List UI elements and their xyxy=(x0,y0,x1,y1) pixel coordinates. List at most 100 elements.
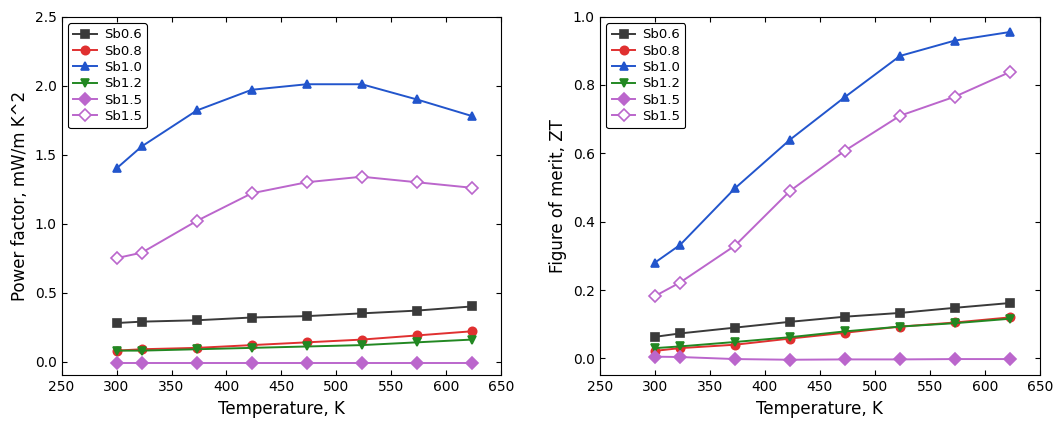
Sb1.5 xyxy=(135,360,148,366)
Sb0.6 xyxy=(894,310,907,315)
Sb0.8 xyxy=(949,320,962,325)
Legend: Sb0.6, Sb0.8, Sb1.0, Sb1.2, Sb1.5, Sb1.5: Sb0.6, Sb0.8, Sb1.0, Sb1.2, Sb1.5, Sb1.5 xyxy=(606,23,685,128)
Sb1.5 xyxy=(465,360,478,366)
Line: Sb1.5: Sb1.5 xyxy=(650,68,1014,300)
Line: Sb0.8: Sb0.8 xyxy=(650,313,1014,355)
Sb0.8 xyxy=(355,337,368,342)
Sb1.0 xyxy=(674,242,686,248)
Legend: Sb0.6, Sb0.8, Sb1.0, Sb1.2, Sb1.5, Sb1.5: Sb0.6, Sb0.8, Sb1.0, Sb1.2, Sb1.5, Sb1.5 xyxy=(68,23,147,128)
Sb1.5 xyxy=(1003,356,1016,362)
Sb1.0 xyxy=(135,144,148,149)
Sb1.2 xyxy=(111,348,123,353)
Sb1.0 xyxy=(1003,30,1016,35)
Sb1.5 xyxy=(135,250,148,255)
Sb0.8 xyxy=(674,345,686,350)
Sb0.8 xyxy=(246,342,259,347)
Sb1.0 xyxy=(246,87,259,92)
Sb0.6 xyxy=(729,325,742,330)
Sb0.6 xyxy=(111,320,123,326)
Sb1.5 xyxy=(190,360,203,366)
Sb0.6 xyxy=(300,314,313,319)
Sb1.2 xyxy=(190,347,203,352)
Sb1.2 xyxy=(300,344,313,349)
Line: Sb1.5: Sb1.5 xyxy=(113,172,476,262)
Sb1.0 xyxy=(838,94,851,100)
Sb0.8 xyxy=(300,340,313,345)
Y-axis label: Power factor, mW/m K^2: Power factor, mW/m K^2 xyxy=(11,91,29,301)
Sb1.2 xyxy=(784,335,797,340)
Sb1.5 xyxy=(949,356,962,362)
Sb0.8 xyxy=(1003,315,1016,320)
Sb1.0 xyxy=(111,166,123,171)
Sb0.8 xyxy=(729,342,742,347)
Line: Sb1.5: Sb1.5 xyxy=(113,359,476,367)
Sb1.5 xyxy=(784,357,797,363)
Sb0.6 xyxy=(838,314,851,319)
Sb0.8 xyxy=(784,336,797,341)
Sb1.0 xyxy=(190,108,203,113)
Sb1.2 xyxy=(465,337,478,342)
Sb1.5 xyxy=(355,360,368,366)
Sb1.5 xyxy=(648,293,661,299)
Sb1.5 xyxy=(465,185,478,190)
Sb1.0 xyxy=(648,260,661,265)
Sb1.5 xyxy=(838,148,851,153)
Line: Sb1.2: Sb1.2 xyxy=(650,314,1014,352)
Sb1.5 xyxy=(111,256,123,261)
Sb1.5 xyxy=(190,218,203,224)
Line: Sb1.5: Sb1.5 xyxy=(650,353,1014,364)
Y-axis label: Figure of merit, ZT: Figure of merit, ZT xyxy=(549,119,567,273)
Sb0.6 xyxy=(190,318,203,323)
X-axis label: Temperature, K: Temperature, K xyxy=(218,400,345,418)
Sb0.8 xyxy=(190,345,203,350)
Sb1.5 xyxy=(111,360,123,366)
Sb0.8 xyxy=(111,348,123,353)
Sb0.6 xyxy=(648,334,661,339)
Sb1.2 xyxy=(135,348,148,353)
Sb1.5 xyxy=(300,360,313,366)
Sb0.6 xyxy=(411,308,423,313)
Sb1.5 xyxy=(246,191,259,196)
Sb1.5 xyxy=(729,356,742,362)
Sb0.8 xyxy=(411,333,423,338)
Sb1.5 xyxy=(674,280,686,285)
Sb1.0 xyxy=(784,137,797,142)
Sb0.6 xyxy=(1003,300,1016,305)
Sb0.8 xyxy=(465,329,478,334)
Line: Sb0.8: Sb0.8 xyxy=(113,327,476,355)
Sb1.0 xyxy=(355,82,368,87)
Sb1.5 xyxy=(894,357,907,362)
Sb0.6 xyxy=(246,315,259,320)
Sb1.0 xyxy=(411,97,423,102)
Sb1.2 xyxy=(894,324,907,329)
Line: Sb1.2: Sb1.2 xyxy=(113,335,476,355)
Sb0.6 xyxy=(674,331,686,336)
Sb1.2 xyxy=(648,345,661,350)
Sb1.5 xyxy=(784,188,797,193)
Sb1.5 xyxy=(355,174,368,179)
Sb0.8 xyxy=(648,348,661,353)
Sb1.5 xyxy=(729,243,742,248)
Sb1.2 xyxy=(411,340,423,345)
Sb1.2 xyxy=(246,345,259,350)
Sb1.5 xyxy=(411,180,423,185)
Sb0.6 xyxy=(135,319,148,324)
Sb1.0 xyxy=(300,82,313,87)
Sb0.6 xyxy=(355,311,368,316)
Line: Sb1.0: Sb1.0 xyxy=(650,28,1014,267)
X-axis label: Temperature, K: Temperature, K xyxy=(757,400,883,418)
Sb1.5 xyxy=(300,180,313,185)
Line: Sb0.6: Sb0.6 xyxy=(113,302,476,327)
Sb1.2 xyxy=(674,344,686,349)
Sb1.0 xyxy=(949,38,962,43)
Sb1.2 xyxy=(1003,316,1016,321)
Sb1.5 xyxy=(674,354,686,360)
Sb0.6 xyxy=(465,304,478,309)
Sb0.8 xyxy=(135,347,148,352)
Sb1.2 xyxy=(838,329,851,334)
Sb0.6 xyxy=(949,305,962,310)
Sb1.2 xyxy=(729,339,742,344)
Sb1.0 xyxy=(465,113,478,118)
Sb1.2 xyxy=(949,320,962,326)
Sb1.0 xyxy=(729,186,742,191)
